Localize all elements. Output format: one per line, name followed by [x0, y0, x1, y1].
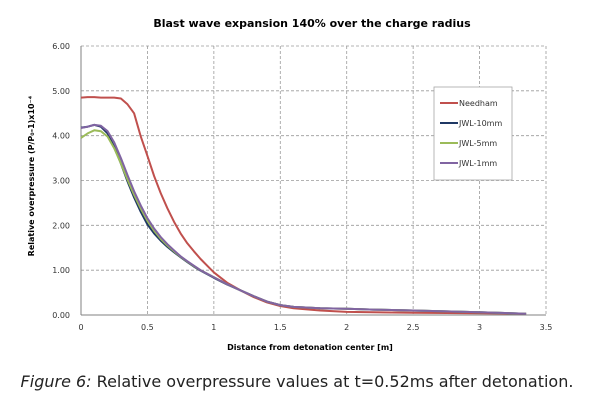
series-line	[80, 96, 527, 315]
x-tick-label: 2	[344, 323, 349, 332]
legend-label: JWL-5mm	[458, 139, 497, 148]
legend-label: JWL-1mm	[458, 159, 497, 168]
x-tick-label: 0.5	[141, 323, 154, 332]
chart-title: Blast wave expansion 140% over the charg…	[153, 17, 471, 30]
x-axis-label: Distance from detonation center [m]	[227, 343, 393, 352]
y-tick-label: 0.00	[52, 311, 70, 320]
y-tick-label: 1.00	[52, 266, 70, 275]
y-tick-label: 6.00	[52, 42, 70, 51]
x-tick-label: 0	[78, 323, 83, 332]
y-tick-label: 4.00	[52, 132, 70, 141]
plot-lines	[80, 96, 527, 315]
x-tick-label: 3.5	[540, 323, 553, 332]
x-tick-label: 3	[477, 323, 482, 332]
x-tick-label: 1	[211, 323, 216, 332]
caption-label: Figure 6:	[20, 372, 92, 391]
y-tick-label: 5.00	[52, 87, 70, 96]
x-tick-label: 2.5	[407, 323, 420, 332]
axes: 0.00 1.00 2.00 3.00 4.00 5.00 6.00 0 0.5 1 1.5 2 2.5…	[52, 42, 552, 332]
y-tick-label: 2.00	[52, 221, 70, 230]
legend: Needham JWL-10mm JWL-5mm JWL-1mm	[433, 86, 513, 181]
y-axis-label: Relative overpressure (P/P₀-1)x10⁻⁴	[27, 95, 36, 256]
chart: Blast wave expansion 140% over the charg…	[27, 17, 552, 352]
y-tick-label: 3.00	[52, 177, 70, 186]
legend-label: Needham	[459, 99, 498, 108]
grid	[81, 45, 547, 315]
series-line	[80, 123, 527, 315]
caption-text: Relative overpressure values at t=0.52ms…	[91, 372, 574, 391]
x-tick-label: 1.5	[274, 323, 287, 332]
legend-label: JWL-10mm	[458, 119, 502, 128]
figure-caption: Figure 6: Relative overpressure values a…	[0, 372, 594, 391]
